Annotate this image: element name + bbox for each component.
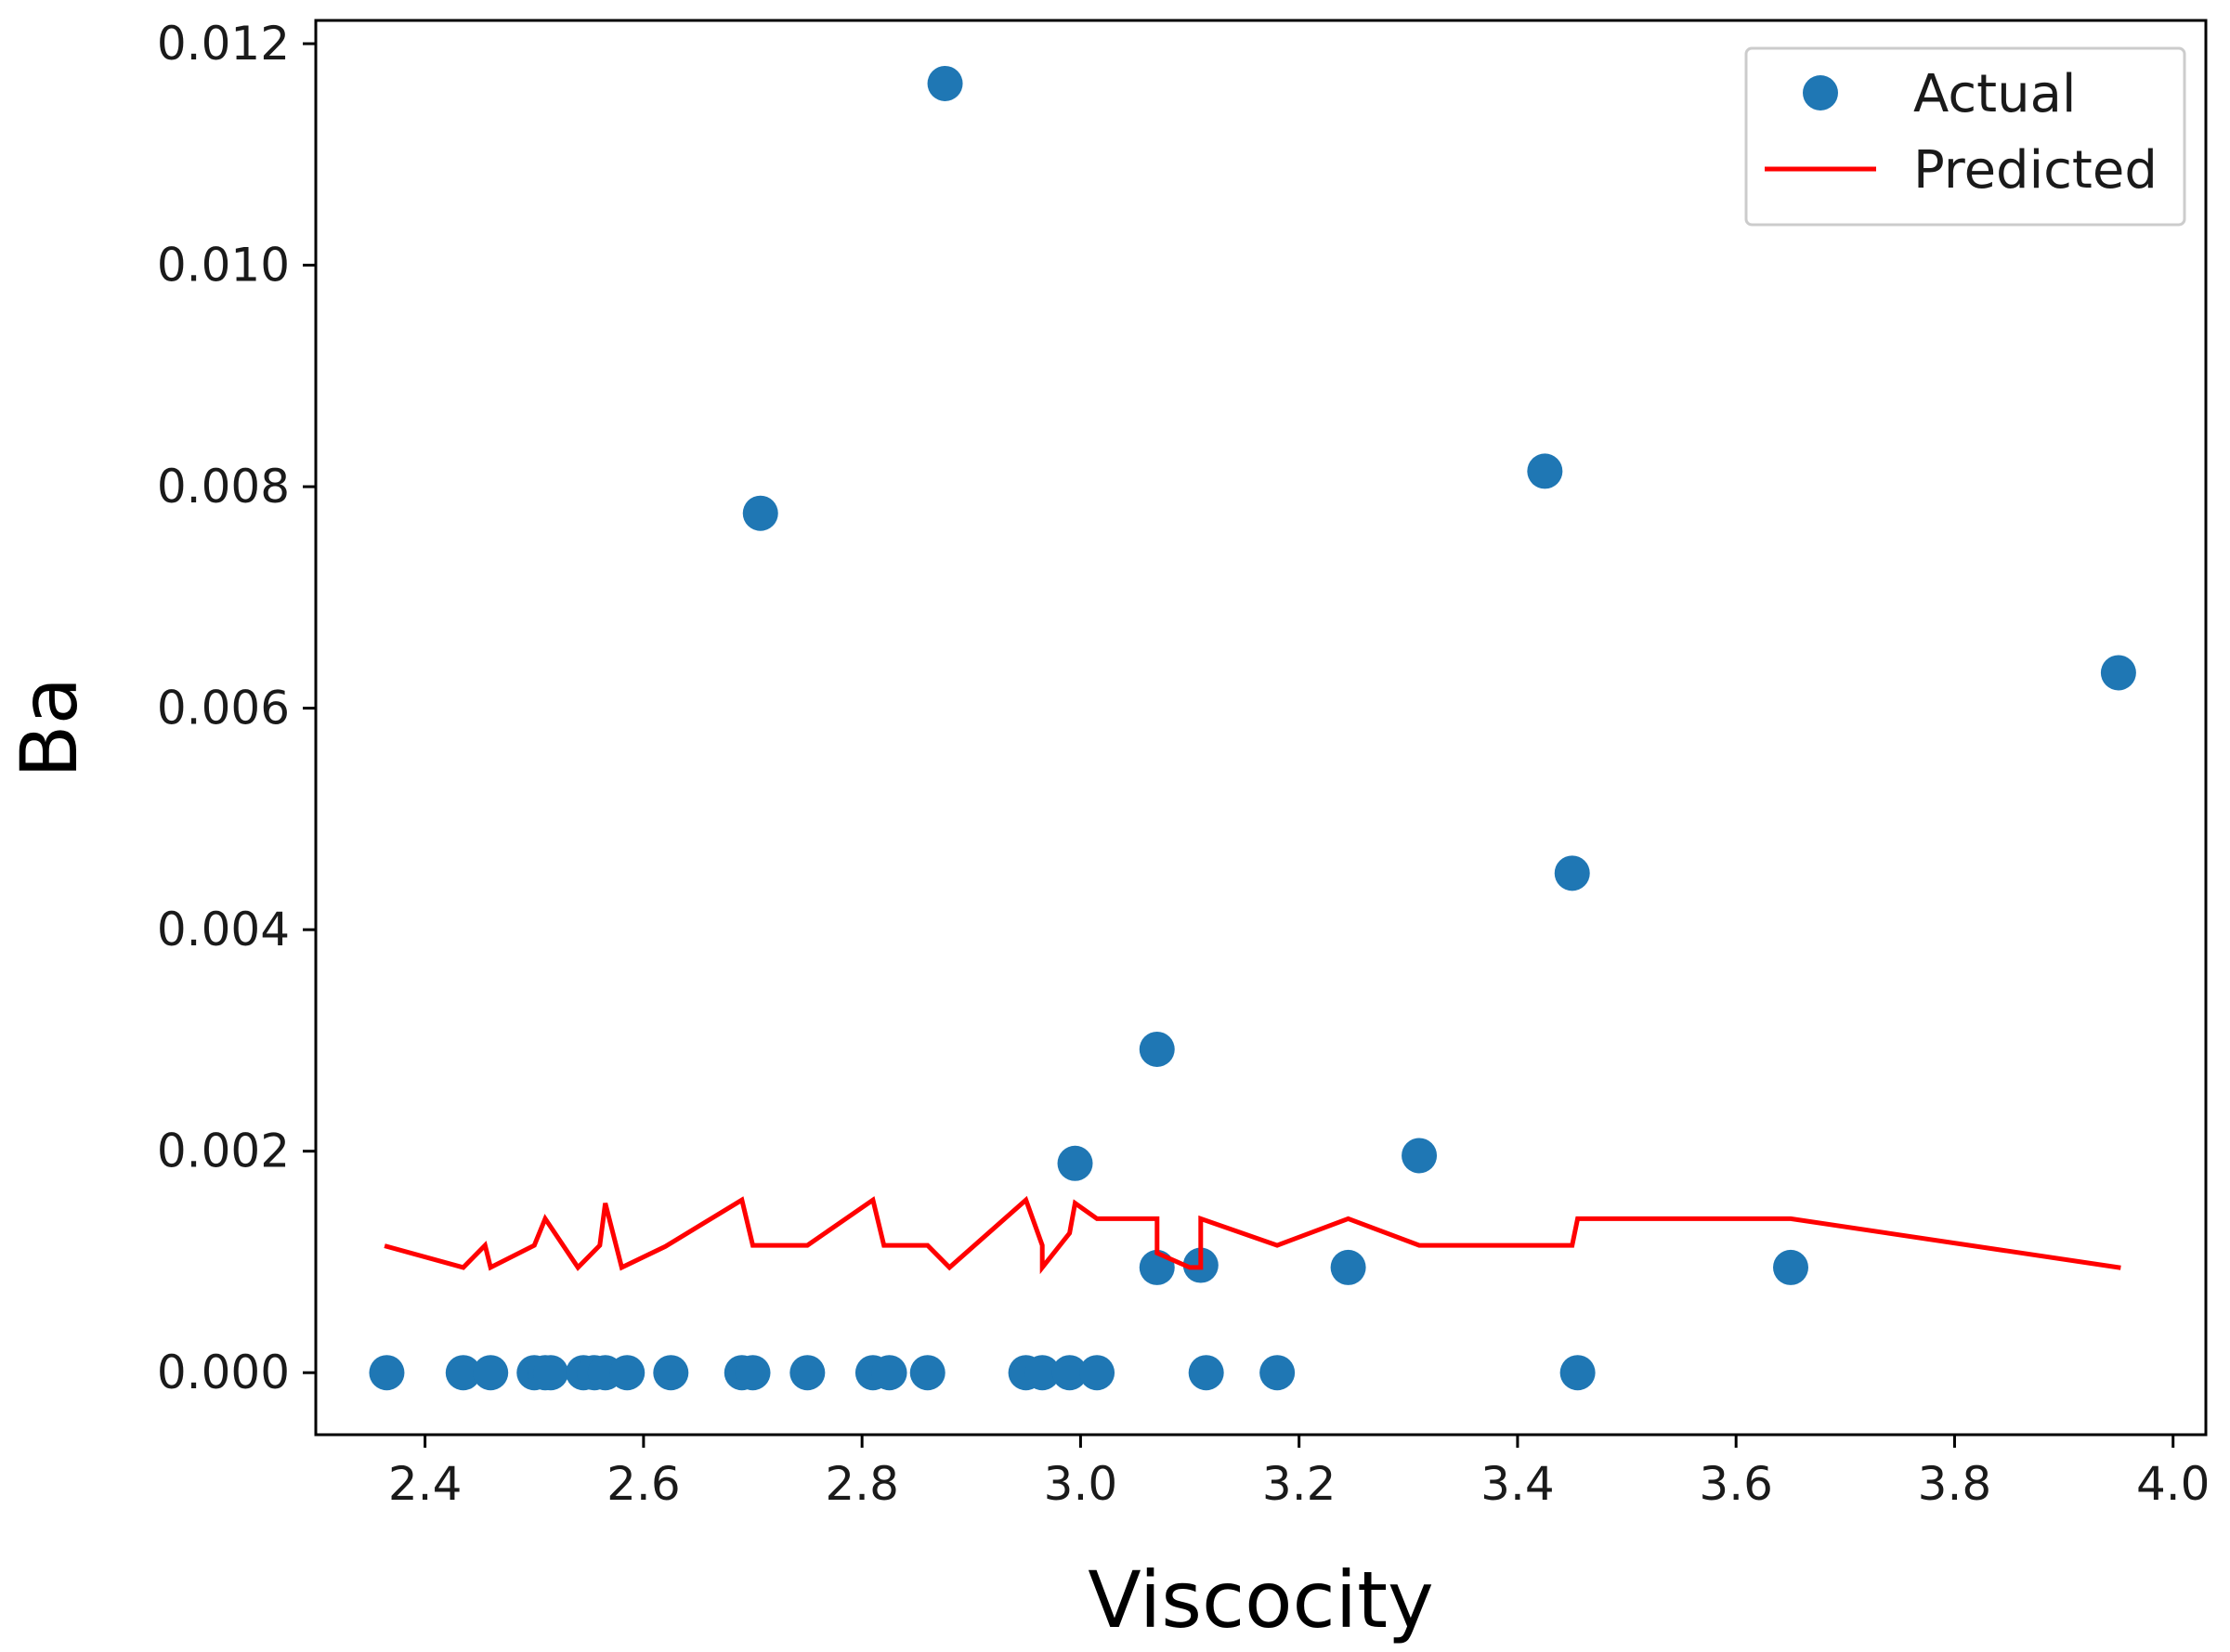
actual-point (1330, 1249, 1366, 1285)
actual-point (1079, 1355, 1115, 1391)
actual-point (653, 1355, 689, 1391)
actual-point (735, 1355, 771, 1391)
x-tick-label: 4.0 (2136, 1457, 2210, 1511)
x-tick-label: 3.6 (1699, 1457, 1773, 1511)
actual-point (1259, 1355, 1296, 1391)
actual-point (871, 1355, 907, 1391)
y-tick-label: 0.006 (157, 682, 290, 735)
x-axis-title: Viscocity (1088, 1554, 1433, 1645)
y-axis-title: Ba (4, 677, 95, 778)
predicted-line (384, 1195, 2121, 1275)
actual-point (532, 1355, 568, 1391)
y-tick-label: 0.010 (157, 239, 290, 293)
actual-point (445, 1355, 481, 1391)
x-tick-label: 3.8 (1918, 1457, 1992, 1511)
legend-actual-marker (1803, 75, 1838, 111)
legend-box (1744, 46, 2186, 227)
actual-point (369, 1355, 405, 1391)
actual-point (473, 1355, 509, 1391)
plot-area (369, 65, 2136, 1391)
axes: 2.4 2.6 2.8 3.0 3.2 3.4 3.6 3.8 4.0 0.000 0.002 0.0… (157, 17, 2210, 1511)
actual-point (1559, 1355, 1596, 1391)
actual-point (742, 495, 778, 531)
actual-point (927, 65, 963, 101)
x-tick-label: 2.8 (825, 1457, 899, 1511)
actual-point (2100, 655, 2136, 691)
actual-point (1024, 1355, 1061, 1391)
axes-frame (314, 19, 2208, 1437)
x-tick-label: 2.6 (606, 1457, 681, 1511)
x-tick-label: 3.0 (1044, 1457, 1118, 1511)
actual-point (909, 1355, 945, 1391)
legend-actual-label: Actual (1913, 64, 2076, 124)
actual-point (609, 1355, 646, 1391)
y-tick-label: 0.004 (157, 903, 290, 956)
actual-point (1188, 1355, 1224, 1391)
predicted-series (384, 1195, 2121, 1275)
y-tick-label: 0.002 (157, 1125, 290, 1178)
legend-predicted-label: Predicted (1913, 140, 2158, 201)
actual-series (369, 65, 2136, 1391)
y-tick-label: 0.012 (157, 17, 290, 71)
y-tick-label: 0.000 (157, 1346, 290, 1399)
actual-point (1051, 1355, 1088, 1391)
x-tick-label: 3.4 (1480, 1457, 1555, 1511)
actual-point (1057, 1145, 1093, 1181)
legend: Actual Predicted (1744, 46, 2186, 227)
actual-point (1773, 1249, 1809, 1285)
x-tick-label: 2.4 (388, 1457, 463, 1511)
actual-point (1139, 1031, 1175, 1067)
actual-point (1402, 1138, 1438, 1174)
y-tick-label: 0.008 (157, 460, 290, 514)
actual-point (1527, 453, 1563, 489)
x-tick-label: 3.2 (1262, 1457, 1337, 1511)
actual-point (1554, 855, 1590, 891)
actual-point (789, 1355, 826, 1391)
